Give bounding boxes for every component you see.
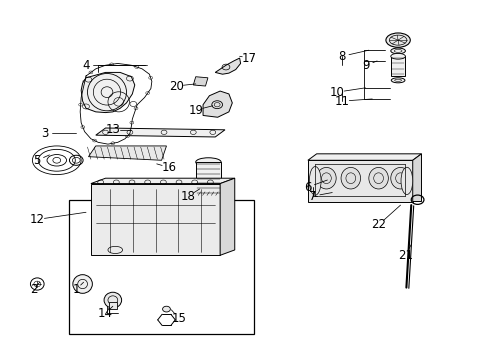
Ellipse shape — [368, 167, 387, 189]
Text: 2: 2 — [30, 283, 38, 296]
Text: 1: 1 — [72, 283, 80, 296]
Bar — [69, 200, 254, 334]
Polygon shape — [307, 160, 412, 202]
Text: 12: 12 — [30, 213, 45, 226]
Bar — [390, 56, 405, 76]
Bar — [195, 162, 221, 196]
Text: 19: 19 — [188, 104, 203, 117]
Text: 7: 7 — [308, 190, 316, 203]
Polygon shape — [91, 184, 220, 255]
Polygon shape — [91, 178, 234, 184]
Polygon shape — [81, 72, 135, 113]
Text: 16: 16 — [161, 161, 176, 174]
Text: 20: 20 — [168, 80, 183, 93]
Text: 6: 6 — [304, 181, 311, 194]
Ellipse shape — [73, 275, 92, 293]
Ellipse shape — [195, 158, 221, 166]
Text: 9: 9 — [362, 59, 369, 72]
Polygon shape — [203, 91, 232, 117]
Polygon shape — [412, 154, 421, 202]
Ellipse shape — [390, 78, 404, 83]
Text: 22: 22 — [370, 218, 386, 231]
Ellipse shape — [104, 292, 122, 308]
Text: 10: 10 — [329, 86, 344, 99]
Ellipse shape — [390, 167, 409, 189]
Text: 5: 5 — [34, 154, 41, 167]
Text: 14: 14 — [98, 307, 113, 320]
Text: 4: 4 — [82, 59, 90, 72]
Text: 13: 13 — [105, 123, 120, 136]
Polygon shape — [220, 178, 234, 255]
Ellipse shape — [162, 306, 170, 312]
Text: 3: 3 — [41, 127, 48, 140]
Ellipse shape — [400, 167, 412, 194]
Text: 11: 11 — [334, 95, 349, 108]
Ellipse shape — [385, 33, 409, 47]
Text: 17: 17 — [242, 51, 256, 64]
Text: 15: 15 — [171, 311, 186, 325]
Ellipse shape — [309, 167, 321, 195]
Polygon shape — [307, 154, 421, 160]
Text: 18: 18 — [181, 190, 196, 203]
Bar — [109, 302, 117, 309]
Ellipse shape — [390, 48, 405, 54]
Polygon shape — [193, 77, 207, 86]
Polygon shape — [96, 128, 224, 137]
Ellipse shape — [316, 167, 335, 189]
Text: 8: 8 — [338, 50, 345, 63]
Polygon shape — [215, 58, 240, 74]
Ellipse shape — [390, 53, 405, 59]
Ellipse shape — [340, 167, 360, 189]
Text: 21: 21 — [397, 249, 412, 262]
Polygon shape — [88, 146, 166, 160]
